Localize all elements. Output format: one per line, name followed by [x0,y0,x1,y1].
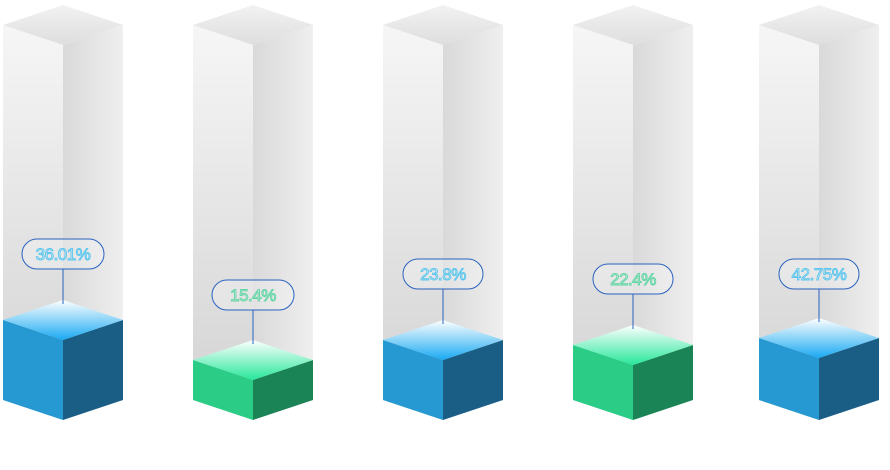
value-label-pill [778,258,860,290]
column-top-face [3,5,123,45]
column-top-face [759,5,879,45]
value-label-pill [21,238,105,270]
cube-top-face [193,340,313,380]
cube-front-face [3,320,63,420]
value-label: 23.8% [420,265,466,284]
cube-front-face [383,340,443,420]
column-side-face [819,25,879,420]
value-label-pill [211,279,295,311]
bar-5: 42.75% [759,5,879,420]
value-label-pill [402,258,484,290]
column-front-face [573,25,633,420]
cube-side-face [443,340,503,420]
bar-4: 22.4% [573,5,693,420]
bar-3: 23.8% [383,5,503,420]
column-side-face [443,25,503,420]
column-side-face [253,25,313,420]
column-top-face [193,5,313,45]
cube-top-face [573,325,693,365]
cube-side-face [63,320,123,420]
cube-top-face [383,320,503,360]
value-label-pill [592,263,674,295]
cube-side-face [819,338,879,420]
bar-1: 36.01% [3,5,123,420]
bar-2: 15.4% [193,5,313,420]
cube-top-face [3,300,123,340]
column-front-face [759,25,819,420]
value-label: 22.4% [610,270,656,289]
cube-front-face [759,338,819,420]
cube-front-face [573,345,633,420]
column-top-face [383,5,503,45]
value-label: 42.75% [792,265,847,284]
column-top-face [573,5,693,45]
column-front-face [193,25,253,420]
column-side-face [633,25,693,420]
column-front-face [383,25,443,420]
value-label: 15.4% [230,286,276,305]
cube-top-face [759,318,879,358]
cube-side-face [633,345,693,420]
value-label: 36.01% [36,245,91,264]
